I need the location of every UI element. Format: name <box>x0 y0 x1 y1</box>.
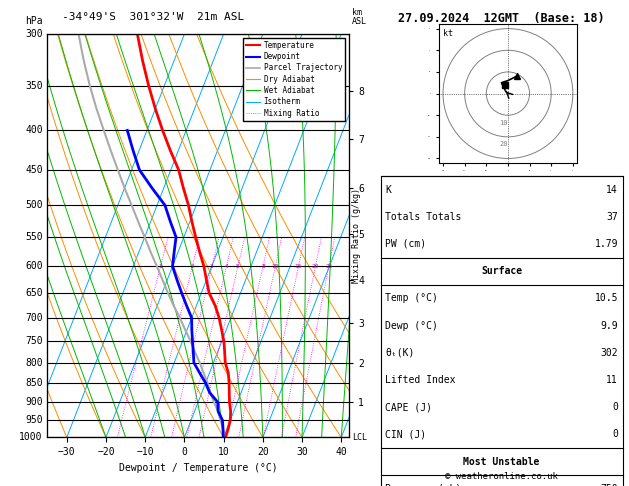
Text: 25: 25 <box>325 264 333 269</box>
Text: K: K <box>386 185 391 194</box>
Text: 900: 900 <box>25 397 43 407</box>
Text: PW (cm): PW (cm) <box>386 239 426 249</box>
Text: Pressure (mb): Pressure (mb) <box>386 484 462 486</box>
Text: 37: 37 <box>606 212 618 222</box>
Text: © weatheronline.co.uk: © weatheronline.co.uk <box>445 472 558 481</box>
Text: 5: 5 <box>236 264 240 269</box>
Text: km
ASL: km ASL <box>352 8 367 26</box>
Text: 350: 350 <box>25 81 43 91</box>
Text: 302: 302 <box>600 348 618 358</box>
Text: 950: 950 <box>25 415 43 425</box>
Text: 450: 450 <box>25 165 43 175</box>
X-axis label: Dewpoint / Temperature (°C): Dewpoint / Temperature (°C) <box>119 463 277 473</box>
Text: CAPE (J): CAPE (J) <box>386 402 432 412</box>
Text: 1: 1 <box>159 264 162 269</box>
Text: 15: 15 <box>295 264 303 269</box>
Text: 10: 10 <box>499 120 508 125</box>
Text: 700: 700 <box>25 313 43 323</box>
Legend: Temperature, Dewpoint, Parcel Trajectory, Dry Adiabat, Wet Adiabat, Isotherm, Mi: Temperature, Dewpoint, Parcel Trajectory… <box>243 38 345 121</box>
Text: Mixing Ratio (g/kg): Mixing Ratio (g/kg) <box>352 188 361 283</box>
Text: θₜ(K): θₜ(K) <box>386 348 415 358</box>
Text: 650: 650 <box>25 288 43 298</box>
Text: 0: 0 <box>612 402 618 412</box>
Text: Most Unstable: Most Unstable <box>464 457 540 467</box>
Text: kt: kt <box>443 29 453 37</box>
Text: 14: 14 <box>606 185 618 194</box>
Text: 20: 20 <box>499 141 508 147</box>
Text: 850: 850 <box>25 378 43 388</box>
Text: 500: 500 <box>25 200 43 210</box>
Text: 9.9: 9.9 <box>600 321 618 330</box>
Text: LCL: LCL <box>352 433 367 442</box>
Text: Lifted Index: Lifted Index <box>386 375 456 385</box>
Text: 0: 0 <box>612 430 618 439</box>
Text: 300: 300 <box>25 29 43 39</box>
Text: 8: 8 <box>261 264 265 269</box>
Text: Totals Totals: Totals Totals <box>386 212 462 222</box>
Text: 11: 11 <box>606 375 618 385</box>
Text: 4: 4 <box>225 264 228 269</box>
Text: CIN (J): CIN (J) <box>386 430 426 439</box>
Text: hPa: hPa <box>25 16 43 26</box>
Text: 1.79: 1.79 <box>594 239 618 249</box>
Text: 600: 600 <box>25 261 43 271</box>
Text: 20: 20 <box>312 264 319 269</box>
Text: 2: 2 <box>191 264 194 269</box>
Text: -34°49'S  301°32'W  21m ASL: -34°49'S 301°32'W 21m ASL <box>62 12 244 22</box>
Text: 750: 750 <box>600 484 618 486</box>
Text: 3: 3 <box>210 264 214 269</box>
Text: Dewp (°C): Dewp (°C) <box>386 321 438 330</box>
Text: 10.5: 10.5 <box>594 294 618 303</box>
Text: 1000: 1000 <box>19 433 43 442</box>
Text: 400: 400 <box>25 125 43 136</box>
Text: 27.09.2024  12GMT  (Base: 18): 27.09.2024 12GMT (Base: 18) <box>398 12 605 25</box>
Text: Surface: Surface <box>481 266 522 276</box>
Text: Temp (°C): Temp (°C) <box>386 294 438 303</box>
Text: 800: 800 <box>25 358 43 367</box>
Text: 10: 10 <box>272 264 279 269</box>
Text: 750: 750 <box>25 336 43 346</box>
Text: 550: 550 <box>25 232 43 242</box>
